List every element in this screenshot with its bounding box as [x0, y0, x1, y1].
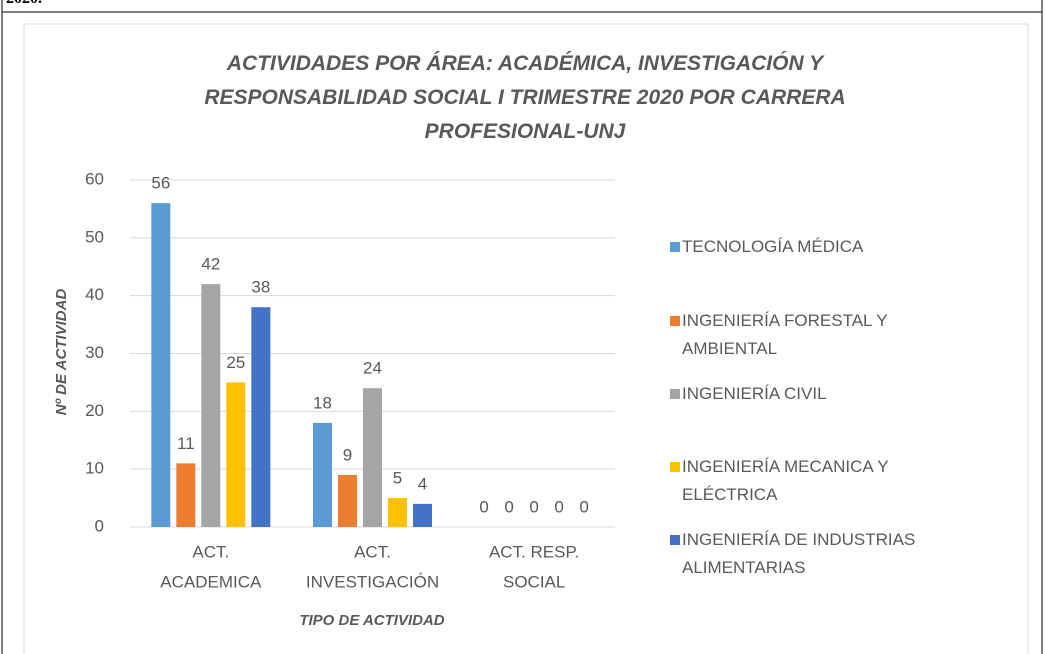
y-tick-label: 0: [95, 516, 104, 535]
legend-label: INGENIERÍA DE INDUSTRIAS ALIMENTARIAS: [682, 530, 916, 577]
data-label: 38: [251, 278, 270, 297]
legend-label: INGENIERÍA FORESTAL Y AMBIENTAL: [682, 311, 888, 358]
data-label: 11: [177, 434, 195, 453]
bar: [413, 503, 432, 527]
y-tick-label: 30: [85, 343, 104, 362]
chart-title: ACTIVIDADES POR ÁREA: ACADÉMICA, INVESTI…: [204, 52, 846, 143]
data-label: 0: [554, 497, 563, 516]
bar: [313, 422, 332, 527]
bar: [388, 498, 407, 527]
legend-swatch: [670, 316, 680, 326]
data-label: 42: [201, 255, 220, 274]
x-tick-label: INVESTIGACIÓN: [306, 572, 439, 591]
legend-swatch: [670, 242, 680, 252]
data-label: 0: [479, 497, 488, 516]
legend-label: INGENIERÍA MECANICA Y ELÉCTRICA: [682, 457, 889, 504]
bar: [151, 203, 171, 527]
header-text: 2020.: [6, 0, 42, 8]
x-tick-label: SOCIAL: [503, 572, 565, 591]
data-label: 25: [226, 353, 245, 372]
x-tick-label: ACT.: [354, 542, 391, 561]
data-label: 18: [313, 393, 332, 412]
x-tick-label: ACADEMICA: [160, 572, 262, 591]
x-tick-label: ACT. RESP.: [489, 542, 579, 561]
data-label: 4: [418, 474, 427, 493]
legend-swatch: [670, 535, 680, 545]
chart-frame: [23, 23, 1029, 654]
y-tick-label: 40: [85, 285, 104, 304]
y-axis-title: Nº DE ACTIVIDAD: [53, 289, 70, 416]
bar: [363, 388, 382, 527]
legend-swatch: [670, 462, 680, 472]
y-tick-label: 10: [85, 459, 104, 478]
data-label: 9: [343, 445, 352, 464]
x-tick-label: ACT.: [192, 542, 229, 561]
data-label: 0: [504, 497, 513, 516]
y-tick-label: 20: [85, 401, 104, 420]
bar: [176, 463, 196, 527]
legend-label: INGENIERÍA CIVIL: [682, 384, 827, 403]
legend-label: TECNOLOGÍA MÉDICA: [682, 237, 864, 256]
legend-swatch: [670, 389, 680, 399]
bar: [251, 307, 271, 527]
bar: [201, 284, 221, 527]
data-label: 0: [579, 497, 588, 516]
data-label: 5: [393, 469, 402, 488]
bar: [226, 382, 246, 527]
data-label: 56: [151, 174, 170, 193]
y-tick-label: 60: [85, 169, 104, 188]
x-axis-title: TIPO DE ACTIVIDAD: [299, 612, 444, 629]
data-label: 0: [529, 497, 538, 516]
y-tick-label: 50: [85, 227, 104, 246]
bar: [338, 474, 357, 527]
data-label: 24: [363, 359, 382, 378]
